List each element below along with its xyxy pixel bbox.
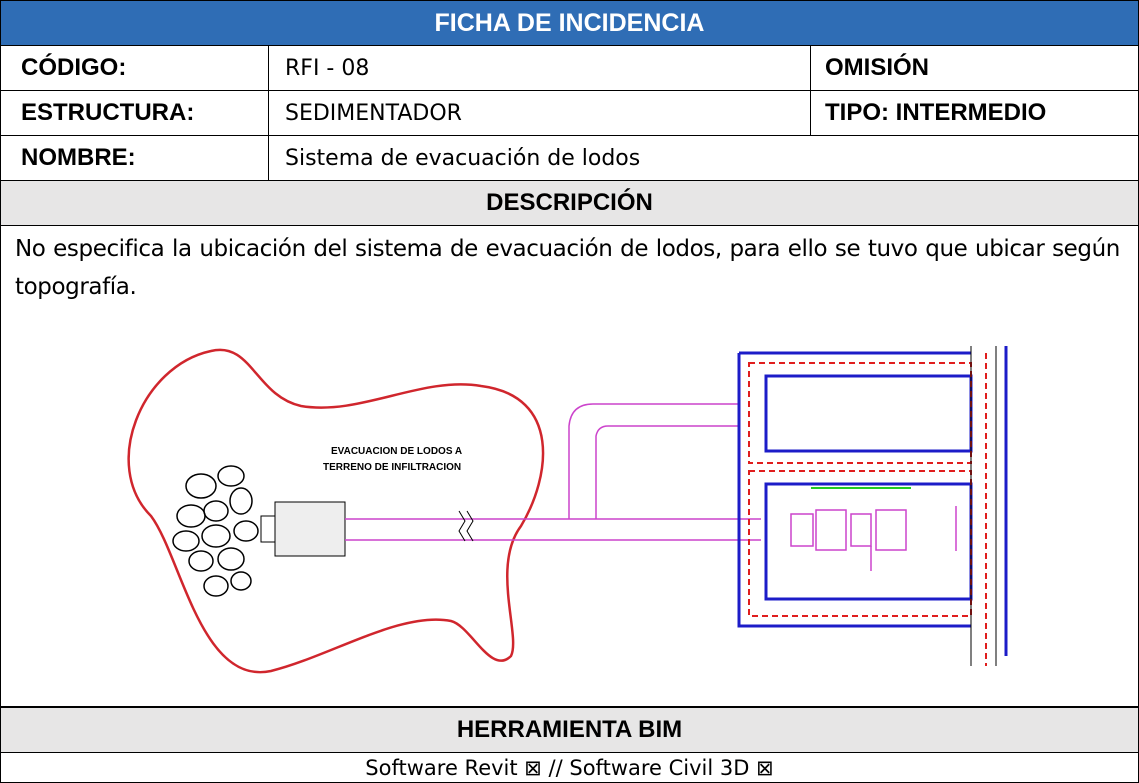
field-value: RFI - 08 xyxy=(268,45,811,91)
description-text: No especifica la ubicación del sistema d… xyxy=(15,236,1120,300)
field-value: Sistema de evacuación de lodos xyxy=(268,135,1139,181)
drawing-label: EVACUACION DE LODOS A xyxy=(331,446,462,457)
field-label: NOMBRE: xyxy=(0,135,269,181)
pipe-end xyxy=(260,515,276,543)
field-label: ESTRUCTURA: xyxy=(0,90,269,136)
drawing: EVACUACION DE LODOS A TERRENO DE INFILTR… xyxy=(127,346,1008,674)
infiltration-zone xyxy=(127,348,545,674)
form-title: FICHA DE INCIDENCIA xyxy=(0,0,1139,46)
description-cell: No especifica la ubicación del sistema d… xyxy=(0,225,1139,707)
field-value: SEDIMENTADOR xyxy=(268,90,811,136)
rebar xyxy=(748,353,987,666)
tank-walls xyxy=(737,346,1008,656)
section-heading: DESCRIPCIÓN xyxy=(0,180,1139,226)
wall-lines xyxy=(970,346,997,666)
field-label: TIPO: INTERMEDIO xyxy=(810,90,1139,136)
bim-tools: Software Revit ⊠ // Software Civil 3D ⊠ xyxy=(0,752,1139,783)
break-symbol xyxy=(458,510,474,542)
field-label: CÓDIGO: xyxy=(0,45,269,91)
field-label: OMISIÓN xyxy=(810,45,1139,91)
valve xyxy=(790,506,957,571)
concrete-block xyxy=(274,501,346,557)
gravel xyxy=(172,465,259,597)
section-heading: HERRAMIENTA BIM xyxy=(0,707,1139,753)
pipe xyxy=(345,403,761,541)
drawing-label: TERRENO DE INFILTRACION xyxy=(323,462,461,473)
